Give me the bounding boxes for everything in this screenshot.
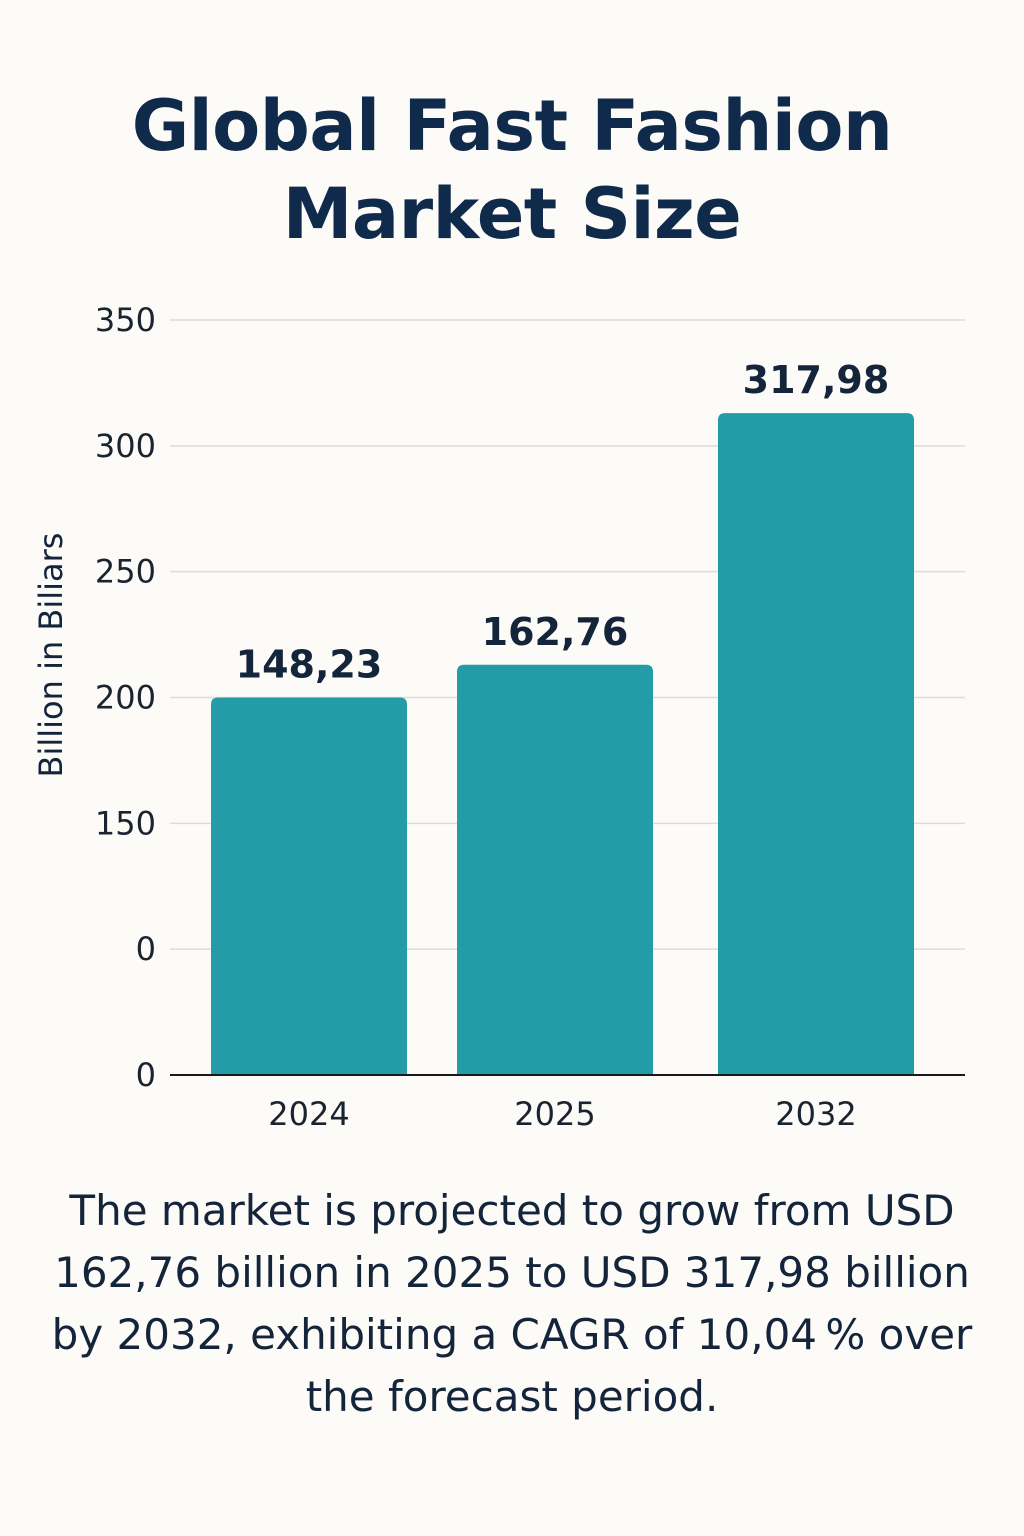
data-labels: 148,23 162,76 317,98 <box>236 358 890 686</box>
y-axis-ticks: 0 0 150 200 250 300 350 <box>95 301 156 1094</box>
x-tick-label-2032: 2032 <box>775 1095 856 1133</box>
y-tick-label: 0 <box>136 1056 156 1094</box>
y-tick-label: 150 <box>95 804 156 842</box>
y-tick-label: 200 <box>95 679 156 717</box>
y-tick-label: 350 <box>95 301 156 339</box>
chart-title-line-1: Global Fast Fashion <box>131 85 893 167</box>
data-label-2032: 317,98 <box>743 358 890 402</box>
bar-2024 <box>211 697 407 1075</box>
chart-caption: The market is projected to grow from USD… <box>51 1186 973 1421</box>
bar-chart: 0 0 150 200 250 300 350 148,23 162,76 317,98 202… <box>32 301 965 1133</box>
x-axis-ticks: 2024 2025 2032 <box>268 1095 856 1133</box>
bar-2032 <box>718 413 914 1075</box>
y-axis-label: Billion in Biliars <box>32 533 70 778</box>
chart-title-line-2: Market Size <box>282 173 742 255</box>
x-tick-label-2024: 2024 <box>268 1095 349 1133</box>
y-tick-label: 300 <box>95 427 156 465</box>
y-tick-label: 0 <box>136 930 156 968</box>
chart-title: Global Fast Fashion Market Size <box>0 82 1024 258</box>
x-tick-label-2025: 2025 <box>514 1095 595 1133</box>
y-tick-label: 250 <box>95 553 156 591</box>
bars <box>211 413 914 1075</box>
bar-2025 <box>457 664 653 1075</box>
data-label-2025: 162,76 <box>482 610 629 654</box>
data-label-2024: 148,23 <box>236 643 383 687</box>
